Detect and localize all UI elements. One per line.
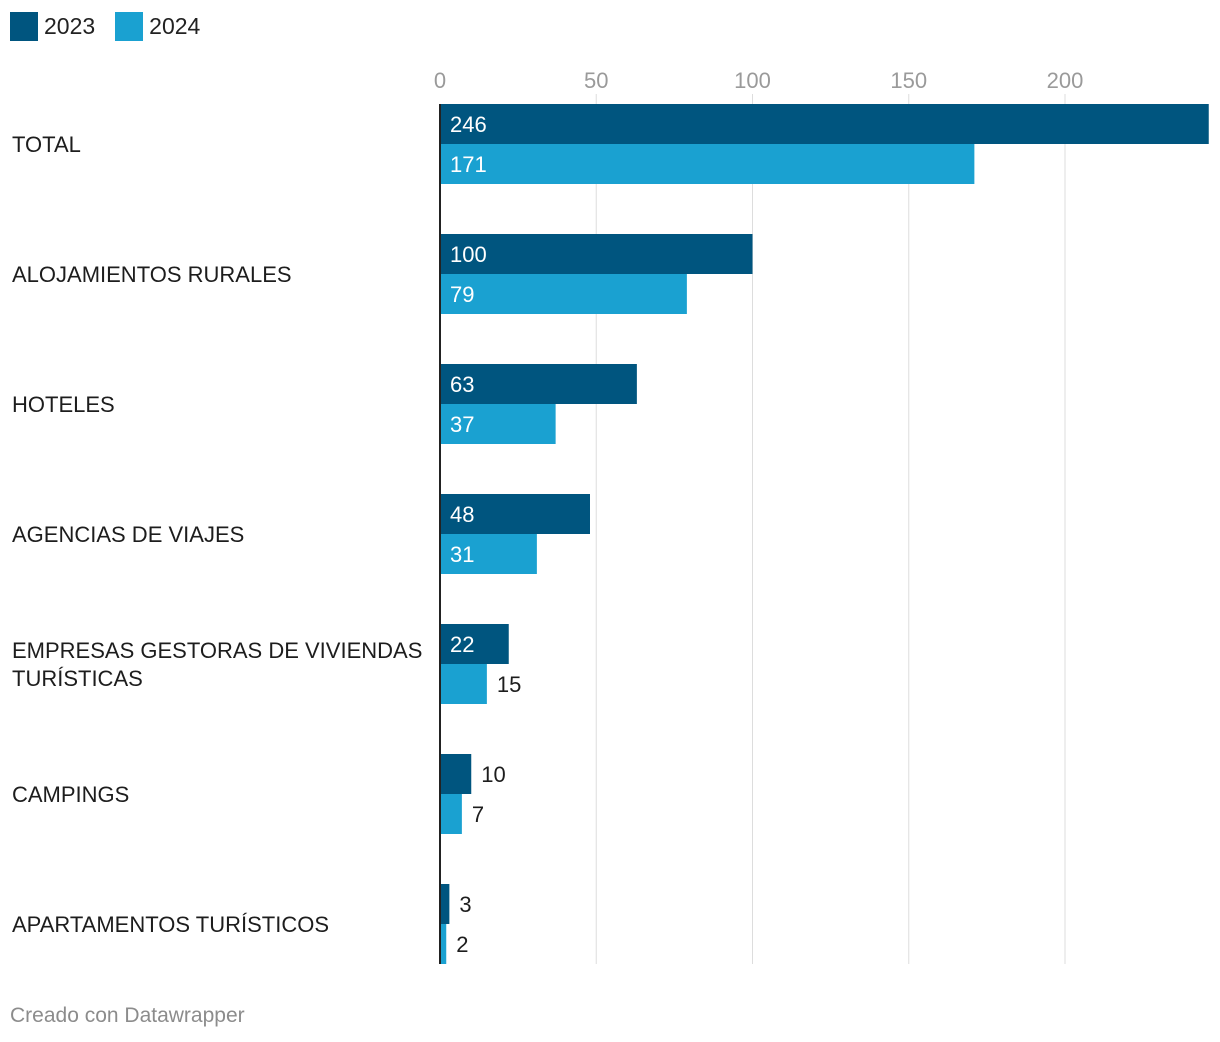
- category-label: ALOJAMIENTOS RURALES: [12, 262, 292, 287]
- data-label-2024: 31: [450, 542, 474, 567]
- legend-swatch-2024: [115, 12, 144, 41]
- data-label-2023: 48: [450, 502, 474, 527]
- x-tick-label-150: 150: [890, 68, 927, 93]
- x-tick-label-50: 50: [584, 68, 608, 93]
- bar-2024: [440, 534, 537, 574]
- data-label-2024: 15: [497, 672, 521, 697]
- legend-label-2024: 2024: [149, 13, 201, 39]
- data-label-2024: 2: [456, 932, 468, 957]
- bar-2023: [440, 754, 472, 794]
- x-tick-label-200: 200: [1047, 68, 1084, 93]
- bar-2024: [440, 274, 687, 314]
- data-label-2023: 100: [450, 242, 487, 267]
- bar-2023: [440, 364, 637, 404]
- legend-swatch-2023: [10, 12, 38, 41]
- legend-label-2023: 2023: [44, 13, 96, 39]
- category-label-line: ALOJAMIENTOS RURALES: [12, 262, 292, 287]
- data-label-2023: 10: [481, 762, 505, 787]
- bar-2024: [440, 664, 487, 704]
- x-tick-label-100: 100: [734, 68, 771, 93]
- bar-2023: [440, 234, 753, 274]
- bar-2023: [440, 494, 590, 534]
- bar-chart: 0 50 100 150 200 TOTAL 246 171 ALOJAMIENTOS RURA…: [12, 68, 1209, 964]
- category-label: CAMPINGS: [12, 782, 129, 807]
- data-label-2023: 22: [450, 632, 474, 657]
- legend-item-2023: 2023: [10, 12, 95, 41]
- category-label-line: TURÍSTICAS: [12, 666, 143, 691]
- category-label: HOTELES: [12, 392, 115, 417]
- category-label: AGENCIAS DE VIAJES: [12, 522, 244, 547]
- data-label-2023: 246: [450, 112, 487, 137]
- bar-2024: [440, 794, 462, 834]
- bar-2023: [440, 884, 450, 924]
- bar-2024: [440, 144, 975, 184]
- data-label-2024: 37: [450, 412, 474, 437]
- bar-2023: [440, 104, 1209, 144]
- category-label-line: CAMPINGS: [12, 782, 129, 807]
- x-tick-label-0: 0: [434, 68, 446, 93]
- bar-2023: [440, 624, 509, 664]
- category-label: EMPRESAS GESTORAS DE VIVIENDAS TURÍSTICAS: [12, 638, 422, 691]
- legend-item-2024: 2024: [115, 12, 200, 41]
- category-label-line: EMPRESAS GESTORAS DE VIVIENDAS: [12, 638, 422, 663]
- bar-2024: [440, 404, 556, 444]
- footer-credit: Creado con Datawrapper: [10, 1004, 245, 1027]
- category-label-line: TOTAL: [12, 132, 81, 157]
- category-label-line: AGENCIAS DE VIAJES: [12, 522, 244, 547]
- data-label-2023: 63: [450, 372, 474, 397]
- bar-2024: [440, 924, 447, 964]
- legend: 2023 2024: [10, 12, 200, 41]
- category-label: TOTAL: [12, 132, 81, 157]
- data-label-2023: 3: [459, 892, 471, 917]
- category-label-line: APARTAMENTOS TURÍSTICOS: [12, 912, 329, 937]
- data-label-2024: 171: [450, 152, 487, 177]
- data-label-2024: 7: [472, 802, 484, 827]
- category-label-line: HOTELES: [12, 392, 115, 417]
- category-label: APARTAMENTOS TURÍSTICOS: [12, 912, 329, 937]
- data-label-2024: 79: [450, 282, 474, 307]
